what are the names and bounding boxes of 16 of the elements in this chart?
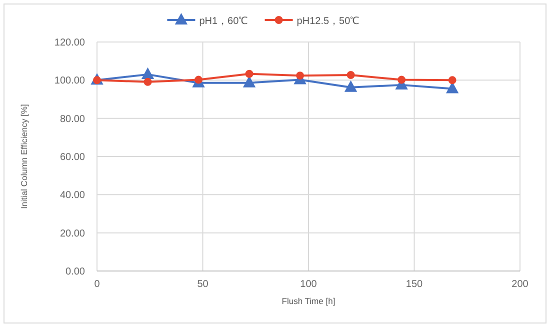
y-tick-label: 20.00 [60,228,86,240]
y-tick-label: 80.00 [60,114,86,125]
x-tick-label: 200 [512,279,529,290]
x-tick-label: 100 [300,279,318,290]
x-tick-label: 50 [197,279,209,290]
y-axis-title: Initial Column Efficiency [%] [19,104,29,209]
x-tick-label: 0 [94,279,100,290]
y-tick-label: 60.00 [60,152,86,163]
x-axis-title: Flush Time [h] [282,296,336,306]
y-tick-label: 40.00 [60,190,86,202]
legend-label: pH1，60℃ [199,16,248,27]
y-tick-label: 0.00 [66,266,86,278]
legend-label: pH12.5，50℃ [296,16,360,27]
y-tick-label: 120.00 [54,38,86,48]
x-tick-label: 150 [406,279,424,290]
y-tick-label: 100.00 [54,76,86,87]
